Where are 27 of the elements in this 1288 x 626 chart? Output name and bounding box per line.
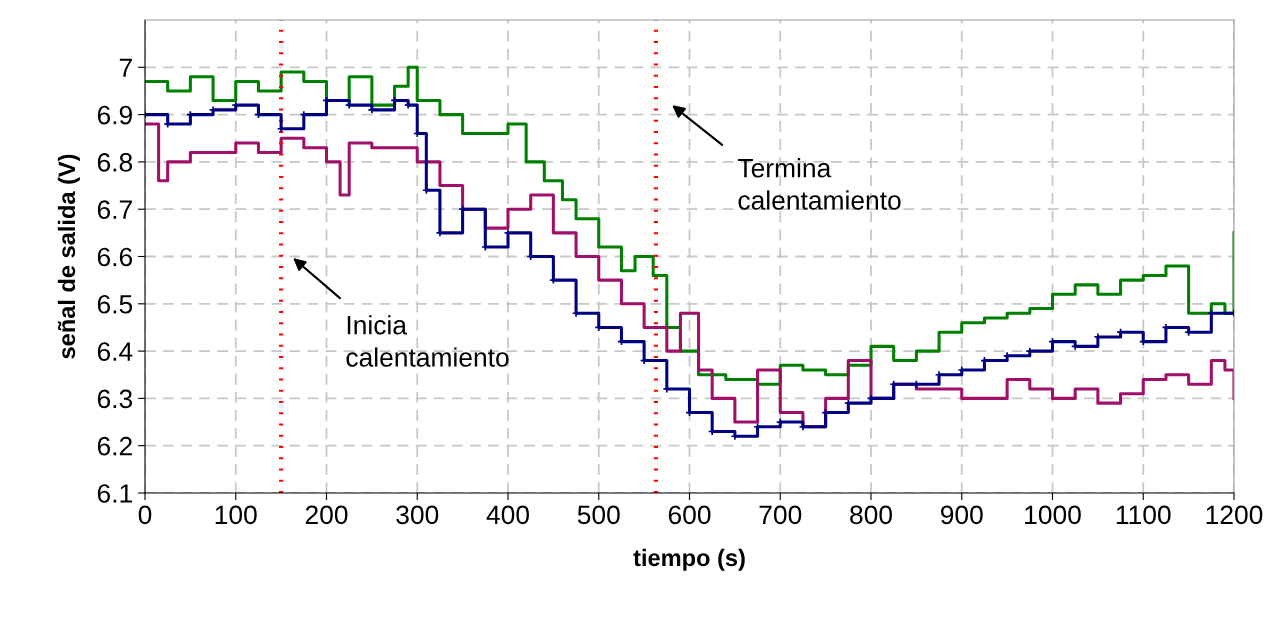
x-tick-label: 500 <box>577 505 620 525</box>
y-tick-label: 6.5 <box>97 294 133 314</box>
x-tick-label: 1100 <box>1116 505 1171 525</box>
x-tick-label: 800 <box>850 505 892 525</box>
y-tick-label: 6.2 <box>97 436 132 456</box>
x-tick-label: 100 <box>215 505 257 525</box>
x-axis-title: tiempo (s) <box>633 548 745 571</box>
y-tick-label: 6.6 <box>97 247 133 267</box>
y-tick-label: 7 <box>119 58 132 77</box>
x-tick-label: 1200 <box>1206 505 1263 525</box>
y-tick-label: 6.3 <box>97 389 133 409</box>
x-tick-label: 600 <box>668 505 711 525</box>
y-tick-label: 6.8 <box>97 153 133 172</box>
x-tick-label: 300 <box>396 505 439 525</box>
x-tick-label: 1000 <box>1025 505 1081 525</box>
x-tick-label: 200 <box>305 505 348 525</box>
annotation: Inicia calentamiento <box>346 315 509 367</box>
x-tick-label: 700 <box>759 505 802 525</box>
x-tick-label: 0 <box>138 505 152 525</box>
x-tick-label: 400 <box>486 505 529 525</box>
annotation: Termina calentamiento <box>738 158 901 210</box>
x-tick-label: 900 <box>940 505 983 525</box>
y-tick-label: 6.7 <box>97 200 132 220</box>
y-tick-label: 6.1 <box>97 484 132 503</box>
y-tick-label: 6.9 <box>97 105 132 125</box>
y-tick-label: 6.4 <box>97 342 133 361</box>
y-axis-title: señal de salida (V) <box>57 154 80 359</box>
